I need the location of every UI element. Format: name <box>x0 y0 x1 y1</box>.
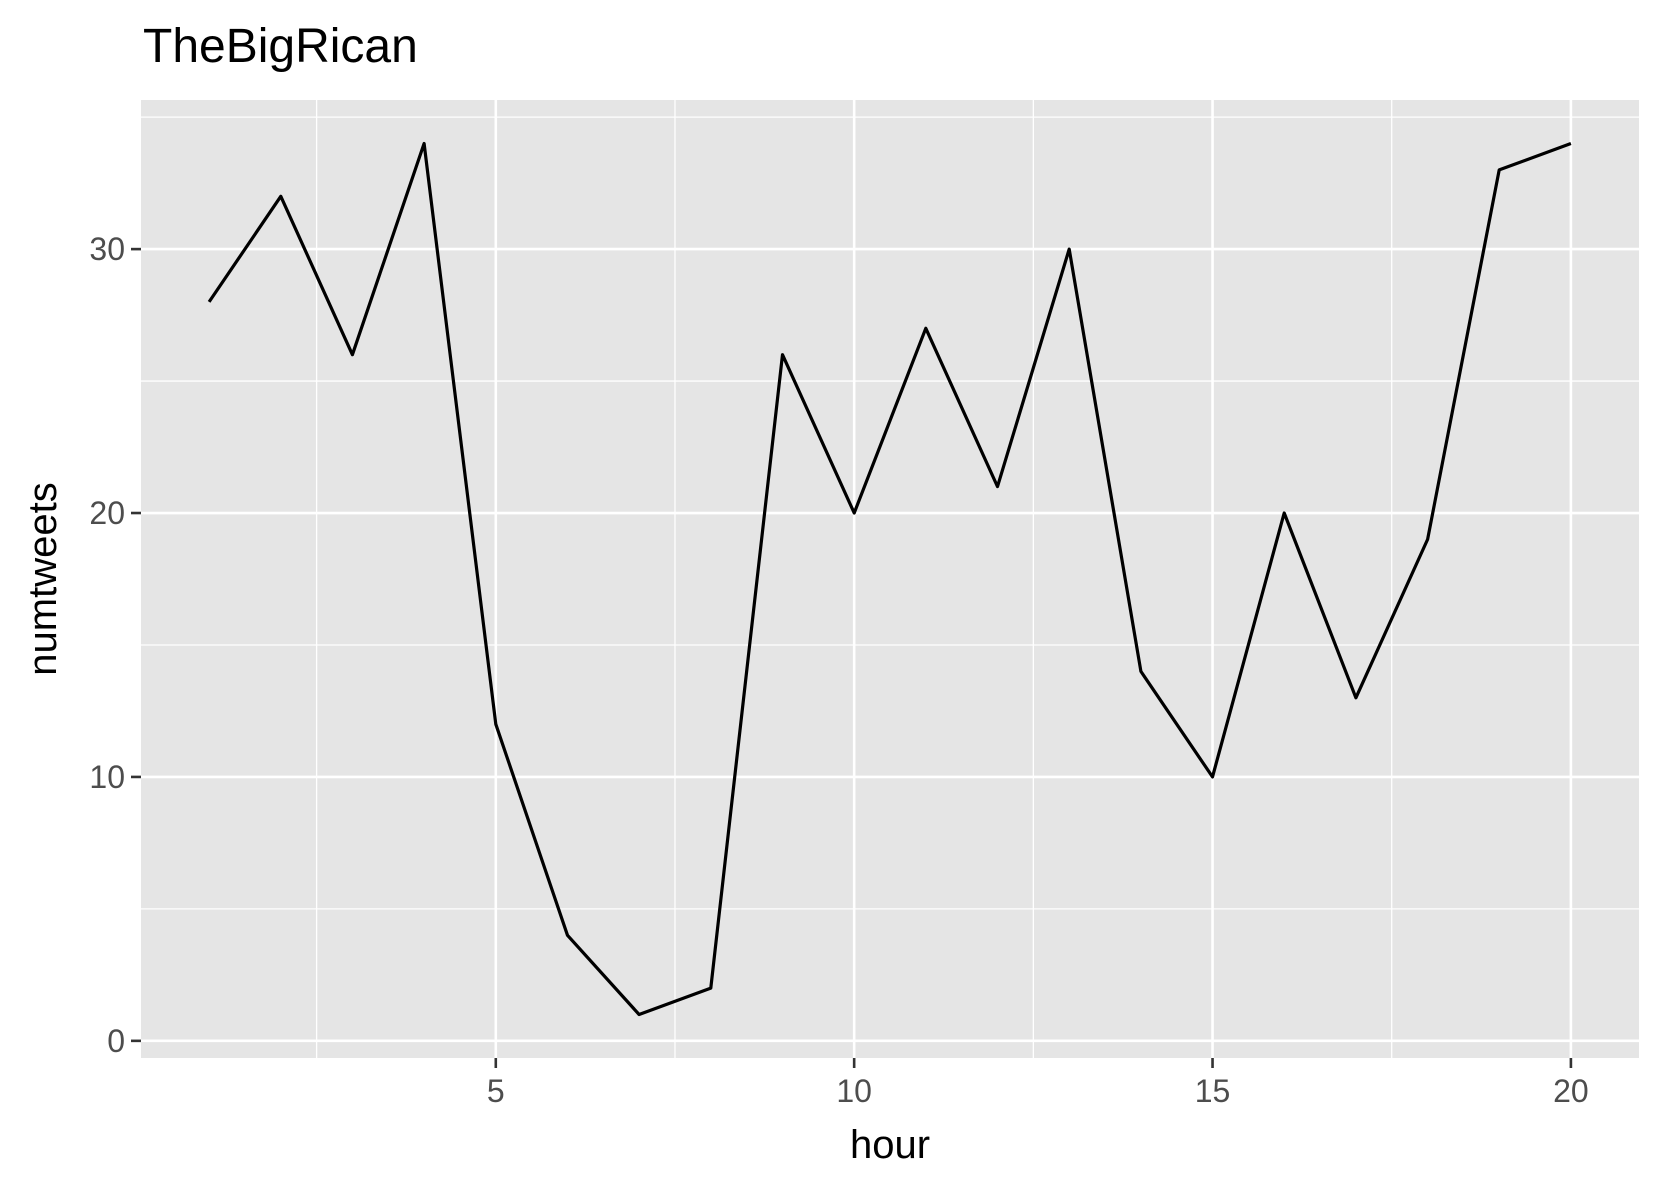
chart-title: TheBigRican <box>143 20 418 73</box>
x-tick-label: 5 <box>487 1073 505 1109</box>
y-tick-label: 20 <box>89 495 125 531</box>
plot-panel <box>141 100 1639 1058</box>
minor-gridlines <box>141 100 1639 1058</box>
x-axis: 5 10 15 20 <box>487 1058 1589 1109</box>
major-gridlines <box>141 100 1639 1058</box>
y-tick-label: 30 <box>89 231 125 267</box>
y-axis-title: numtweets <box>21 482 65 675</box>
x-tick-label: 15 <box>1195 1073 1231 1109</box>
series-layer <box>207 141 1572 1017</box>
series-line <box>207 141 1572 1017</box>
x-tick-label: 10 <box>836 1073 872 1109</box>
y-tick-label: 0 <box>107 1023 125 1059</box>
x-axis-title: hour <box>850 1123 930 1167</box>
x-tick-label: 20 <box>1553 1073 1589 1109</box>
y-tick-label: 10 <box>89 759 125 795</box>
y-axis: 0 10 20 30 <box>89 231 141 1059</box>
